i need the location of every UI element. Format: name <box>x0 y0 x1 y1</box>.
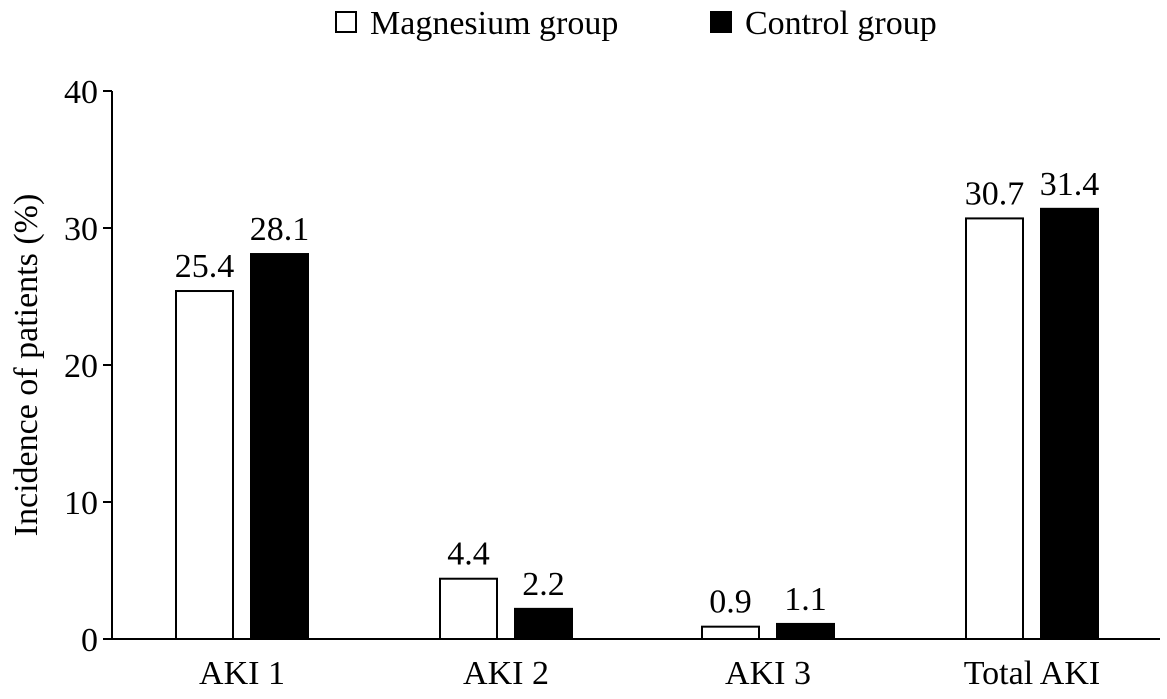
y-tick-label: 20 <box>64 348 98 385</box>
x-category-label: AKI 3 <box>725 655 811 692</box>
control-bar <box>1040 207 1099 640</box>
data-label: 2.2 <box>522 566 565 603</box>
y-tick-label: 0 <box>81 622 98 659</box>
y-tick-label: 30 <box>64 211 98 248</box>
y-tick-label: 40 <box>64 74 98 111</box>
legend-label: Control group <box>745 5 937 42</box>
data-label: 0.9 <box>709 584 752 621</box>
magnesium-bar <box>965 217 1024 640</box>
control-bar <box>776 622 835 640</box>
data-label: 4.4 <box>447 536 490 573</box>
x-axis: AKI 1 AKI 2 AKI 3 Total AKI <box>112 638 1160 692</box>
control-bar <box>514 607 573 640</box>
legend-swatch <box>710 11 732 33</box>
y-tick-label: 10 <box>64 485 98 522</box>
data-label: 31.4 <box>1040 166 1100 203</box>
bars: 25.4 4.4 0.9 30.7 28.1 2.2 1.1 31.4 <box>175 166 1100 640</box>
y-axis: 0 10 20 30 40 <box>64 74 113 659</box>
control-bar <box>250 253 309 640</box>
legend: Magnesium group Control group <box>335 5 937 42</box>
data-label: 28.1 <box>250 211 310 248</box>
magnesium-bar <box>175 290 234 640</box>
legend-label: Magnesium group <box>370 5 618 42</box>
data-label: 25.4 <box>175 248 235 285</box>
data-label: 30.7 <box>965 175 1025 212</box>
x-category-label: AKI 2 <box>463 655 549 692</box>
magnesium-bar <box>701 625 760 640</box>
data-label: 1.1 <box>784 581 827 618</box>
x-category-label: Total AKI <box>964 655 1100 692</box>
x-category-label: AKI 1 <box>199 655 285 692</box>
y-axis-title: Incidence of patients (%) <box>8 194 45 537</box>
legend-swatch <box>335 11 357 33</box>
magnesium-bar <box>439 577 498 640</box>
